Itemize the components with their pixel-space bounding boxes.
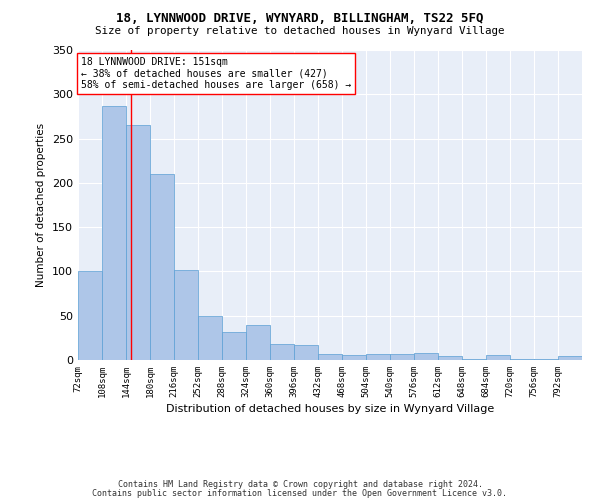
Text: 18, LYNNWOOD DRIVE, WYNYARD, BILLINGHAM, TS22 5FQ: 18, LYNNWOOD DRIVE, WYNYARD, BILLINGHAM,… bbox=[116, 12, 484, 26]
Bar bbox=[150, 174, 174, 360]
Text: 18 LYNNWOOD DRIVE: 151sqm
← 38% of detached houses are smaller (427)
58% of semi: 18 LYNNWOOD DRIVE: 151sqm ← 38% of detac… bbox=[80, 57, 351, 90]
Bar bbox=[102, 106, 126, 360]
Bar bbox=[222, 332, 246, 360]
Bar bbox=[366, 354, 390, 360]
Y-axis label: Number of detached properties: Number of detached properties bbox=[37, 123, 46, 287]
Bar bbox=[390, 354, 414, 360]
Bar bbox=[174, 270, 198, 360]
Bar bbox=[342, 354, 366, 360]
Bar bbox=[270, 344, 294, 360]
Bar bbox=[126, 126, 150, 360]
Bar bbox=[294, 345, 318, 360]
Text: Size of property relative to detached houses in Wynyard Village: Size of property relative to detached ho… bbox=[95, 26, 505, 36]
Bar bbox=[246, 324, 270, 360]
Bar bbox=[414, 353, 438, 360]
Text: Contains HM Land Registry data © Crown copyright and database right 2024.: Contains HM Land Registry data © Crown c… bbox=[118, 480, 482, 489]
Bar bbox=[78, 272, 102, 360]
Text: Contains public sector information licensed under the Open Government Licence v3: Contains public sector information licen… bbox=[92, 488, 508, 498]
Bar bbox=[198, 316, 222, 360]
Bar bbox=[558, 356, 582, 360]
Bar bbox=[534, 359, 558, 360]
Bar bbox=[462, 359, 486, 360]
Bar bbox=[438, 356, 462, 360]
Bar bbox=[486, 354, 510, 360]
Bar bbox=[510, 359, 534, 360]
X-axis label: Distribution of detached houses by size in Wynyard Village: Distribution of detached houses by size … bbox=[166, 404, 494, 414]
Bar bbox=[318, 354, 342, 360]
